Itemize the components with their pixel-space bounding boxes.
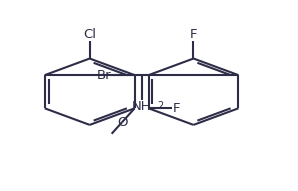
Text: F: F xyxy=(172,102,180,115)
Text: F: F xyxy=(190,28,197,41)
Text: NH: NH xyxy=(132,100,151,113)
Text: 2: 2 xyxy=(157,101,163,111)
Text: O: O xyxy=(117,116,127,129)
Text: Br: Br xyxy=(96,69,111,82)
Text: Cl: Cl xyxy=(83,28,96,41)
